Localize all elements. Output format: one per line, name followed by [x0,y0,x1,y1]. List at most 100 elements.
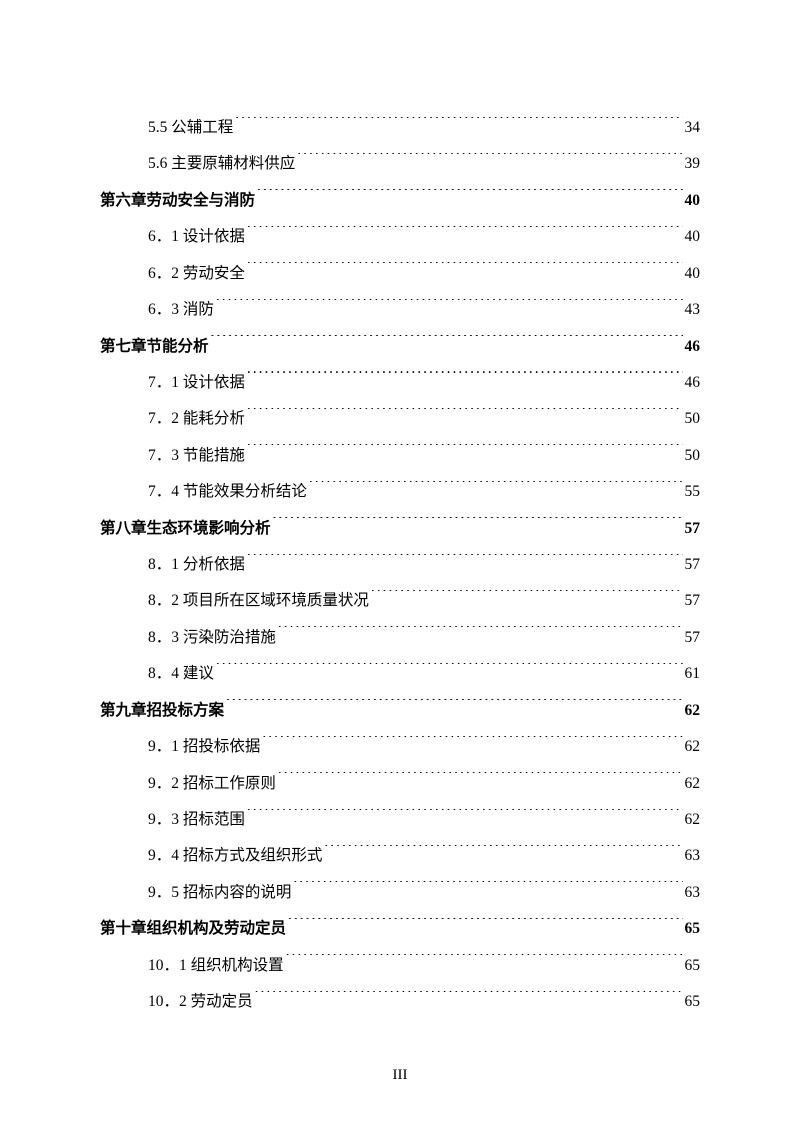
toc-page-number: 57 [685,620,701,656]
toc-page-number: 43 [685,292,701,328]
toc-page-number: 40 [685,256,701,292]
toc-sub-line: 7．2 能耗分析 50 [148,401,700,437]
toc-leader-dots [247,371,683,387]
toc-title: 10．1 组织机构设置 [148,948,284,984]
toc-title: 第七章节能分析 [100,329,209,365]
toc-sub-line: 9．2 招标工作原则 62 [148,766,700,802]
toc-sub-line: 8．1 分析依据 57 [148,547,700,583]
toc-sub-line: 10．1 组织机构设置 65 [148,948,700,984]
toc-page-number: 65 [685,911,701,947]
toc-title: 6．2 劳动安全 [148,256,245,292]
toc-page-number: 65 [685,948,701,984]
toc-leader-dots [226,699,682,715]
toc-leader-dots [371,590,683,606]
toc-leader-dots [247,226,683,242]
toc-leader-dots [247,262,683,278]
toc-leader-dots [297,153,682,169]
toc-title: 第十章组织机构及劳动定员 [100,911,286,947]
toc-leader-dots [262,736,682,752]
toc-title: 9．2 招标工作原则 [148,766,276,802]
toc-sub-line: 9．3 招标范围 62 [148,802,700,838]
toc-leader-dots [216,299,683,315]
toc-sub-line: 6．1 设计依据 40 [148,219,700,255]
toc-sub-line: 8．2 项目所在区域环境质量状况 57 [148,583,700,619]
toc-title: 9．1 招投标依据 [148,729,260,765]
toc-chapter-line: 第六章劳动安全与消防 40 [100,183,700,219]
toc-sub-line: 9．1 招投标依据 62 [148,729,700,765]
toc-title: 7．2 能耗分析 [148,401,245,437]
toc-page-number: 57 [685,547,701,583]
toc-page-number: 62 [685,766,701,802]
toc-sub-line: 6．2 劳动安全 40 [148,256,700,292]
toc-title: 8．1 分析依据 [148,547,245,583]
toc-page-number: 40 [685,219,701,255]
toc-title: 9．3 招标范围 [148,802,245,838]
toc-page-number: 63 [685,875,701,911]
toc-sub-line: 8．4 建议 61 [148,656,700,692]
toc-sub-line: 7．4 节能效果分析结论 55 [148,474,700,510]
toc-sub-line: 9．5 招标内容的说明 63 [148,875,700,911]
toc-page-number: 39 [685,146,701,182]
toc-chapter-line: 第七章节能分析 46 [100,329,700,365]
toc-leader-dots [324,845,682,861]
toc-leader-dots [247,408,683,424]
toc-leader-dots [257,189,682,205]
toc-leader-dots [235,117,682,133]
toc-page-number: 34 [685,110,701,146]
toc-title: 10．2 劳动定员 [148,984,253,1020]
toc-title: 第八章生态环境影响分析 [100,511,271,547]
toc-page-number: 65 [685,984,701,1020]
toc-title: 5.5 公辅工程 [148,110,233,146]
toc-page-number: 57 [685,583,701,619]
toc-title: 8．4 建议 [148,656,214,692]
toc-title: 9．4 招标方式及组织形式 [148,838,322,874]
toc-page-number: 46 [685,329,701,365]
toc-sub-line: 7．1 设计依据 46 [148,365,700,401]
toc-title: 7．1 设计依据 [148,365,245,401]
toc-title: 8．2 项目所在区域环境质量状况 [148,583,369,619]
toc-leader-dots [293,881,682,897]
toc-title: 第六章劳动安全与消防 [100,183,255,219]
toc-sub-line: 5.6 主要原辅材料供应 39 [148,146,700,182]
toc-leader-dots [247,809,683,825]
toc-title: 9．5 招标内容的说明 [148,875,291,911]
toc-sub-line: 8．3 污染防治措施 57 [148,620,700,656]
toc-container: 5.5 公辅工程 345.6 主要原辅材料供应 39第六章劳动安全与消防 406… [100,110,700,1021]
toc-title: 6．3 消防 [148,292,214,328]
toc-title: 6．1 设计依据 [148,219,245,255]
toc-leader-dots [286,954,683,970]
page-number: III [0,1067,800,1084]
toc-sub-line: 5.5 公辅工程 34 [148,110,700,146]
toc-leader-dots [247,554,683,570]
toc-title: 7．4 节能效果分析结论 [148,474,307,510]
toc-title: 7．3 节能措施 [148,438,245,474]
toc-leader-dots [273,517,683,533]
toc-title: 第九章招投标方案 [100,693,224,729]
toc-chapter-line: 第八章生态环境影响分析 57 [100,511,700,547]
toc-page-number: 50 [685,438,701,474]
toc-sub-line: 9．4 招标方式及组织形式 63 [148,838,700,874]
toc-title: 8．3 污染防治措施 [148,620,276,656]
toc-page-number: 63 [685,838,701,874]
toc-chapter-line: 第九章招投标方案 62 [100,693,700,729]
toc-leader-dots [216,663,683,679]
toc-page-number: 55 [685,474,701,510]
toc-page-number: 62 [685,802,701,838]
toc-leader-dots [211,335,683,351]
toc-page-number: 40 [685,183,701,219]
toc-chapter-line: 第十章组织机构及劳动定员 65 [100,911,700,947]
toc-leader-dots [278,626,683,642]
toc-page-number: 57 [685,511,701,547]
toc-leader-dots [255,991,683,1007]
toc-leader-dots [247,444,683,460]
toc-leader-dots [288,918,682,934]
toc-sub-line: 6．3 消防 43 [148,292,700,328]
toc-title: 5.6 主要原辅材料供应 [148,146,295,182]
toc-sub-line: 10．2 劳动定员 65 [148,984,700,1020]
toc-page-number: 61 [685,656,701,692]
toc-page-number: 46 [685,365,701,401]
toc-leader-dots [309,481,683,497]
toc-leader-dots [278,772,683,788]
toc-page-number: 50 [685,401,701,437]
toc-page-number: 62 [685,729,701,765]
